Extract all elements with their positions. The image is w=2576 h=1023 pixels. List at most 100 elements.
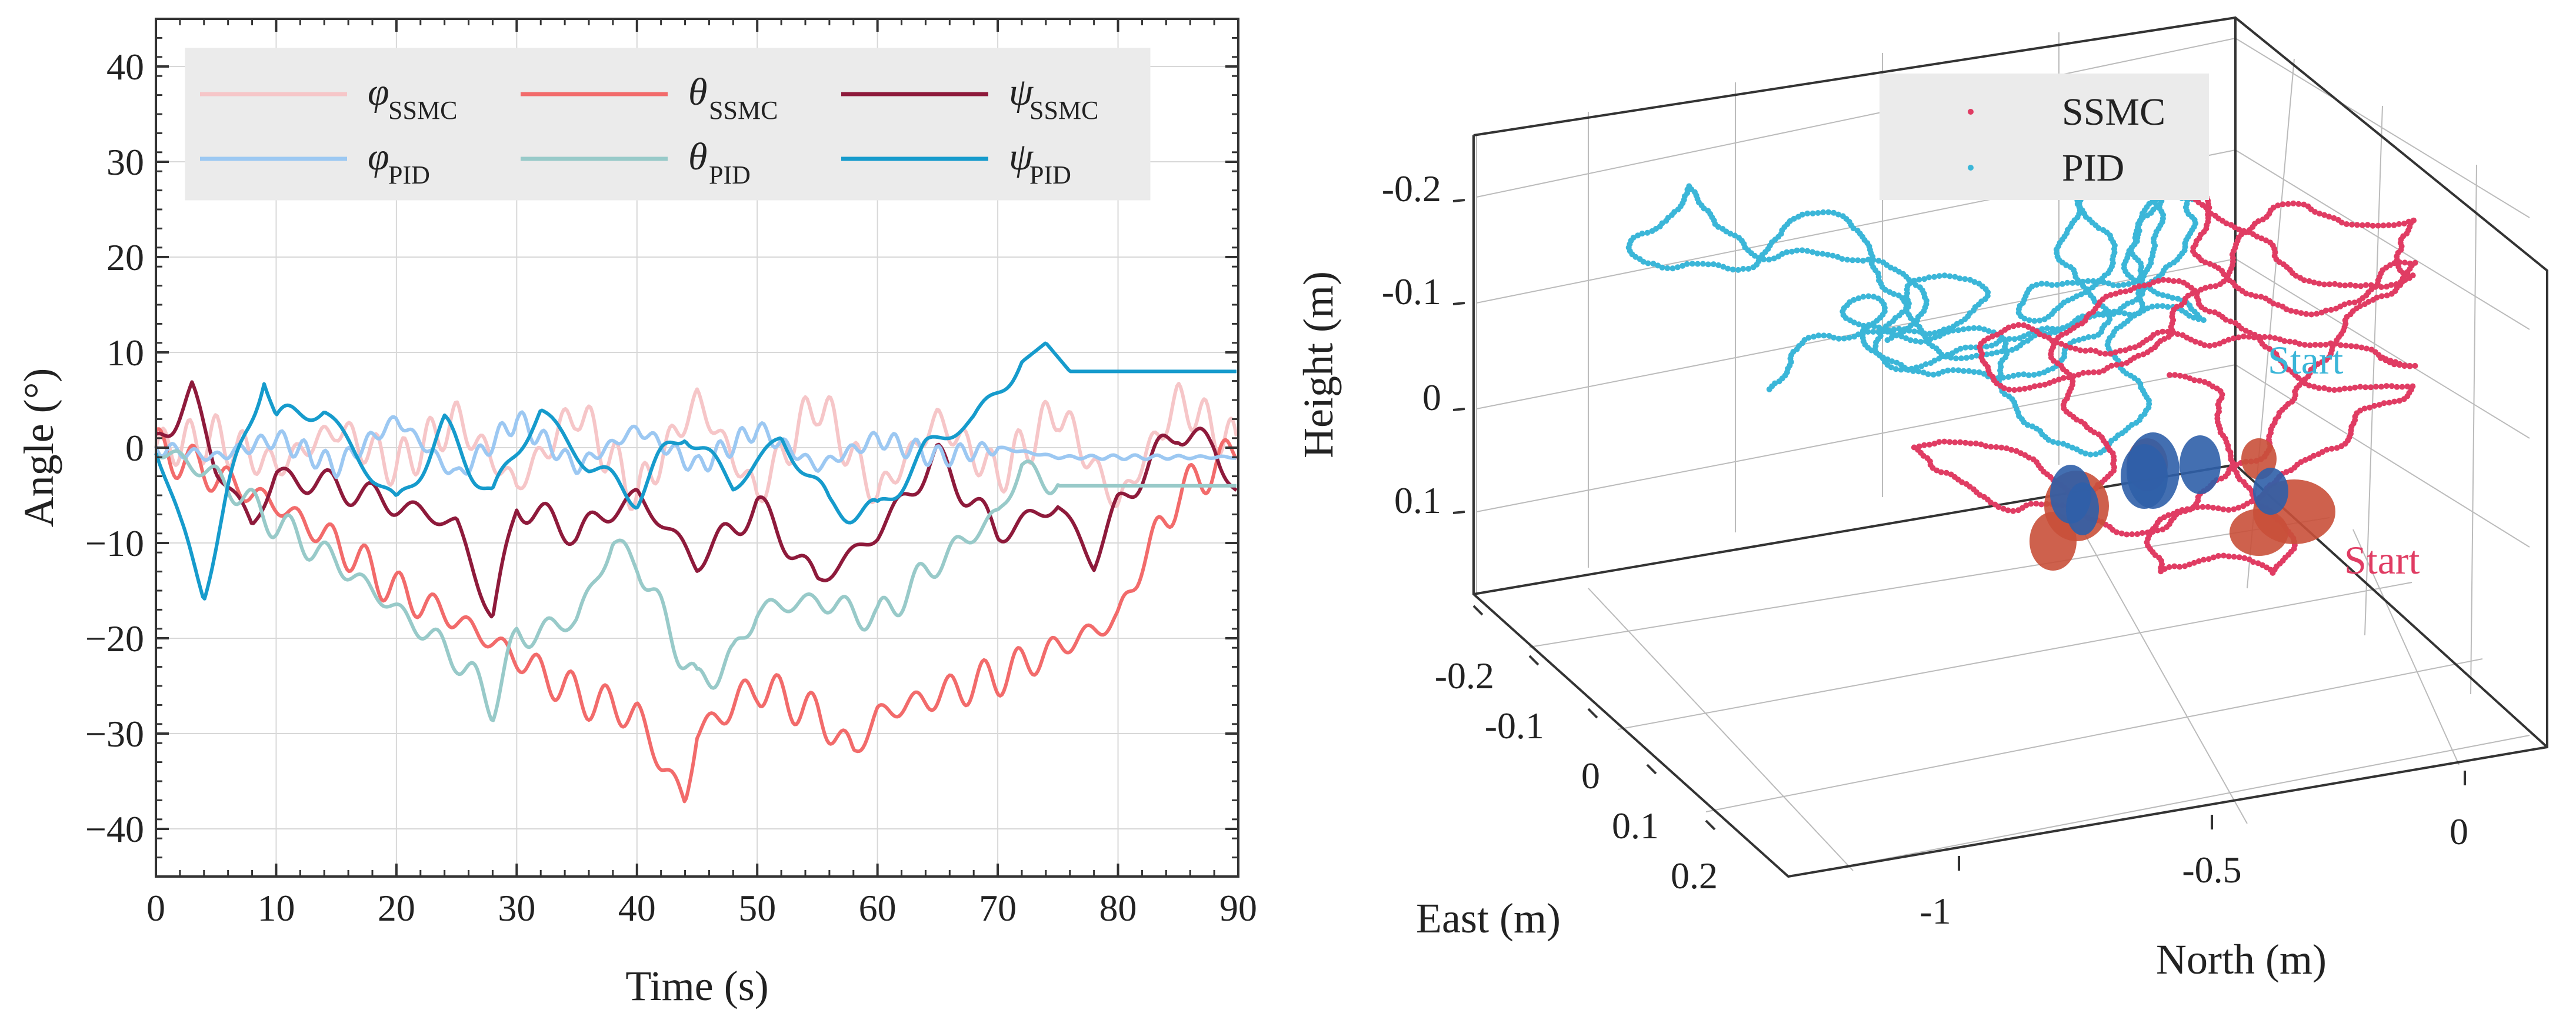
pid-trajectory <box>1625 183 2207 458</box>
ssmc-trajectory-point <box>2072 345 2079 352</box>
ssmc-trajectory-point <box>2285 201 2291 207</box>
ssmc-trajectory-point <box>2182 563 2188 569</box>
pid-trajectory-point <box>1971 325 1977 331</box>
pid-trajectory-point <box>1645 260 1651 266</box>
ssmc-trajectory-point <box>1948 471 1954 478</box>
pid-trajectory-point <box>2041 369 2047 376</box>
ssmc-trajectory-point <box>2376 402 2382 408</box>
pid-trajectory-point <box>1921 276 1928 282</box>
pid-trajectory-point <box>2170 295 2176 301</box>
pid-trajectory-point <box>1891 326 1897 333</box>
ssmc-trajectory-point <box>2368 384 2374 391</box>
ssmc-trajectory-point <box>2385 222 2392 228</box>
ssmc-trajectory-point <box>2160 276 2167 283</box>
ssmc-trajectory-point <box>2256 334 2262 340</box>
ssmc-trajectory-point <box>2311 384 2317 390</box>
pid-trajectory-point <box>2020 339 2027 346</box>
pid-trajectory-point <box>2081 335 2087 342</box>
ssmc-trajectory-point <box>2328 306 2334 313</box>
ssmc-trajectory-point <box>2071 373 2077 379</box>
ssmc-trajectory-point <box>1921 442 1927 448</box>
ssmc-trajectory-point <box>2122 347 2128 354</box>
ssmc-trajectory-point <box>2321 385 2327 391</box>
pid-trajectory-point <box>1988 342 1995 349</box>
ssmc-start-annotation: Start <box>2344 538 2420 582</box>
ssmc-trajectory-point <box>2207 284 2214 290</box>
ssmc-trajectory-point <box>2082 348 2089 354</box>
ssmc-trajectory-point <box>2091 429 2098 436</box>
ssmc-trajectory-point <box>2258 235 2265 242</box>
pid-trajectory-point <box>1968 354 1975 360</box>
pid-trajectory-point <box>1918 339 1924 345</box>
pid-trajectory-point <box>1940 368 1946 375</box>
ssmc-trajectory-point <box>1963 481 1970 487</box>
trajectory-marker <box>2230 509 2288 556</box>
left-series-group <box>154 341 1238 804</box>
pid-trajectory-point <box>1937 328 1943 335</box>
pid-trajectory-point <box>1974 352 1980 359</box>
ssmc-trajectory-point <box>2172 372 2178 378</box>
right-trajectories <box>1625 178 2418 576</box>
ssmc-trajectory-point <box>1967 440 1974 446</box>
ssmc-trajectory-point <box>2332 281 2338 287</box>
pid-trajectory-point <box>1984 344 1990 350</box>
pid-trajectory-point <box>2017 335 2023 341</box>
ssmc-trajectory-point <box>2127 287 2134 294</box>
ssmc-trajectory-point <box>2301 201 2307 208</box>
ssmc-trajectory-point <box>2205 504 2211 510</box>
ssmc-trajectory-point <box>2399 384 2405 390</box>
pid-trajectory-point <box>2120 282 2127 288</box>
pid-trajectory-point <box>1913 364 1919 371</box>
pid-trajectory-point <box>1953 355 1959 362</box>
ssmc-trajectory-point <box>2365 299 2372 305</box>
ssmc-trajectory-point <box>2085 369 2092 376</box>
pid-trajectory-point <box>1962 276 1968 282</box>
ssmc-trajectory-point <box>2298 310 2304 316</box>
pid-trajectory-point <box>1766 256 1772 263</box>
ssmc-trajectory-point <box>2331 387 2338 393</box>
ssmc-trajectory-point <box>2261 334 2268 340</box>
pid-trajectory-point <box>1720 264 1727 270</box>
legend-label: φ <box>368 135 389 178</box>
pid-trajectory-point <box>1926 274 1932 281</box>
ssmc-trajectory-point <box>2288 308 2294 314</box>
ssmc-trajectory-point <box>2344 221 2350 227</box>
ssmc-trajectory-point <box>2394 384 2400 390</box>
pid-trajectory-point <box>1989 351 1995 356</box>
pid-trajectory-point <box>1898 366 1904 373</box>
height-tick-label: -0.2 <box>1382 168 1441 209</box>
pid-trajectory-point <box>1729 266 1736 273</box>
legend-label: ψ <box>1009 135 1034 178</box>
ssmc-trajectory-point <box>2337 282 2343 288</box>
pid-trajectory-point <box>1871 323 1877 329</box>
ssmc-trajectory-point <box>2260 562 2265 568</box>
pid-trajectory-point <box>1931 330 1938 336</box>
left-y-axis-label: Angle (°) <box>15 368 62 528</box>
pid-trajectory-point <box>1984 351 1990 358</box>
ssmc-trajectory-point <box>2033 501 2040 507</box>
series-line-0 <box>154 382 1238 511</box>
pid-trajectory-point <box>1918 363 1925 369</box>
left-legend-box <box>185 48 1151 201</box>
pid-trajectory-point <box>1955 327 1962 334</box>
pid-legend-marker <box>1968 165 1974 171</box>
north-tick-label: -1 <box>1919 890 1951 932</box>
trajectory-marker <box>2030 512 2077 571</box>
pid-trajectory-point <box>1789 248 1795 255</box>
pid-trajectory-point <box>1927 336 1934 342</box>
pid-trajectory-point <box>1860 258 1867 264</box>
ssmc-trajectory-point <box>2275 302 2281 308</box>
ssmc-trajectory-point <box>2177 372 2183 379</box>
pid-trajectory-point <box>2165 293 2171 299</box>
ssmc-trajectory-point <box>2281 338 2288 344</box>
pid-trajectory-point <box>1766 386 1772 392</box>
north-tick-label: -0.5 <box>2182 849 2241 891</box>
ssmc-trajectory-point <box>2311 279 2317 286</box>
ssmc-trajectory-point <box>2367 404 2373 411</box>
legend-subscript: SSMC <box>1029 96 1098 125</box>
ssmc-trajectory-point <box>2037 331 2043 338</box>
ssmc-trajectory-point <box>2074 416 2080 423</box>
pid-trajectory-point <box>1885 327 1892 334</box>
ssmc-trajectory-point <box>2347 282 2354 288</box>
